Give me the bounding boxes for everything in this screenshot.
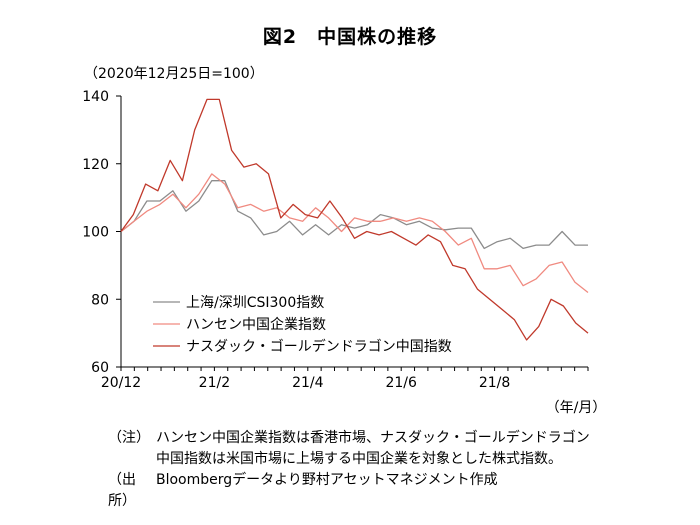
x-tick-label: 21/4 <box>292 375 324 391</box>
legend-label: ナスダック・ゴールデンドラゴン中国指数 <box>186 338 452 355</box>
series-line-2 <box>120 173 589 294</box>
series-layer <box>120 98 589 341</box>
x-tick-label: 21/6 <box>385 375 417 391</box>
x-tick-label: 21/2 <box>199 375 230 391</box>
series-line-1 <box>120 180 588 250</box>
x-tick-label: 20/12 <box>101 375 141 391</box>
y-tick-label: 80 <box>91 292 109 308</box>
y-axis-unit-label: （2020年12月25日=100） <box>84 66 264 82</box>
axes: 60 80 100 120 140 20/12 21/2 21/4 21/6 21/8 （年/月） <box>82 89 606 416</box>
note-row: （注） ハンセン中国企業指数は香港市場、ナスダック・ゴールデンドラゴン中国指数は… <box>108 428 596 470</box>
legend: 上海/深圳CSI300指数ハンセン中国企業指数ナスダック・ゴールデンドラゴン中国… <box>153 295 452 355</box>
source-head: （出所） <box>108 472 136 509</box>
source-body: Bloombergデータより野村アセットマネジメント作成 <box>156 472 498 488</box>
x-axis-unit-label: （年/月） <box>546 400 607 416</box>
series-line-3 <box>120 98 589 341</box>
note-head: （注） <box>108 430 150 446</box>
x-tick-label: 21/8 <box>479 375 510 391</box>
legend-label: 上海/深圳CSI300指数 <box>186 295 324 311</box>
y-tick-label: 60 <box>91 360 109 376</box>
chart-title: 図2 中国株の推移 <box>262 26 438 48</box>
y-tick-label: 120 <box>82 157 109 173</box>
source-row: （出所） Bloombergデータより野村アセットマネジメント作成 <box>108 470 596 512</box>
notes-block: （注） ハンセン中国企業指数は香港市場、ナスダック・ゴールデンドラゴン中国指数は… <box>108 428 596 512</box>
legend-label: ハンセン中国企業指数 <box>186 316 326 333</box>
y-tick-label: 100 <box>82 225 109 241</box>
y-tick-label: 140 <box>82 89 109 105</box>
note-body: ハンセン中国企業指数は香港市場、ナスダック・ゴールデンドラゴン中国指数は米国市場… <box>156 430 590 467</box>
